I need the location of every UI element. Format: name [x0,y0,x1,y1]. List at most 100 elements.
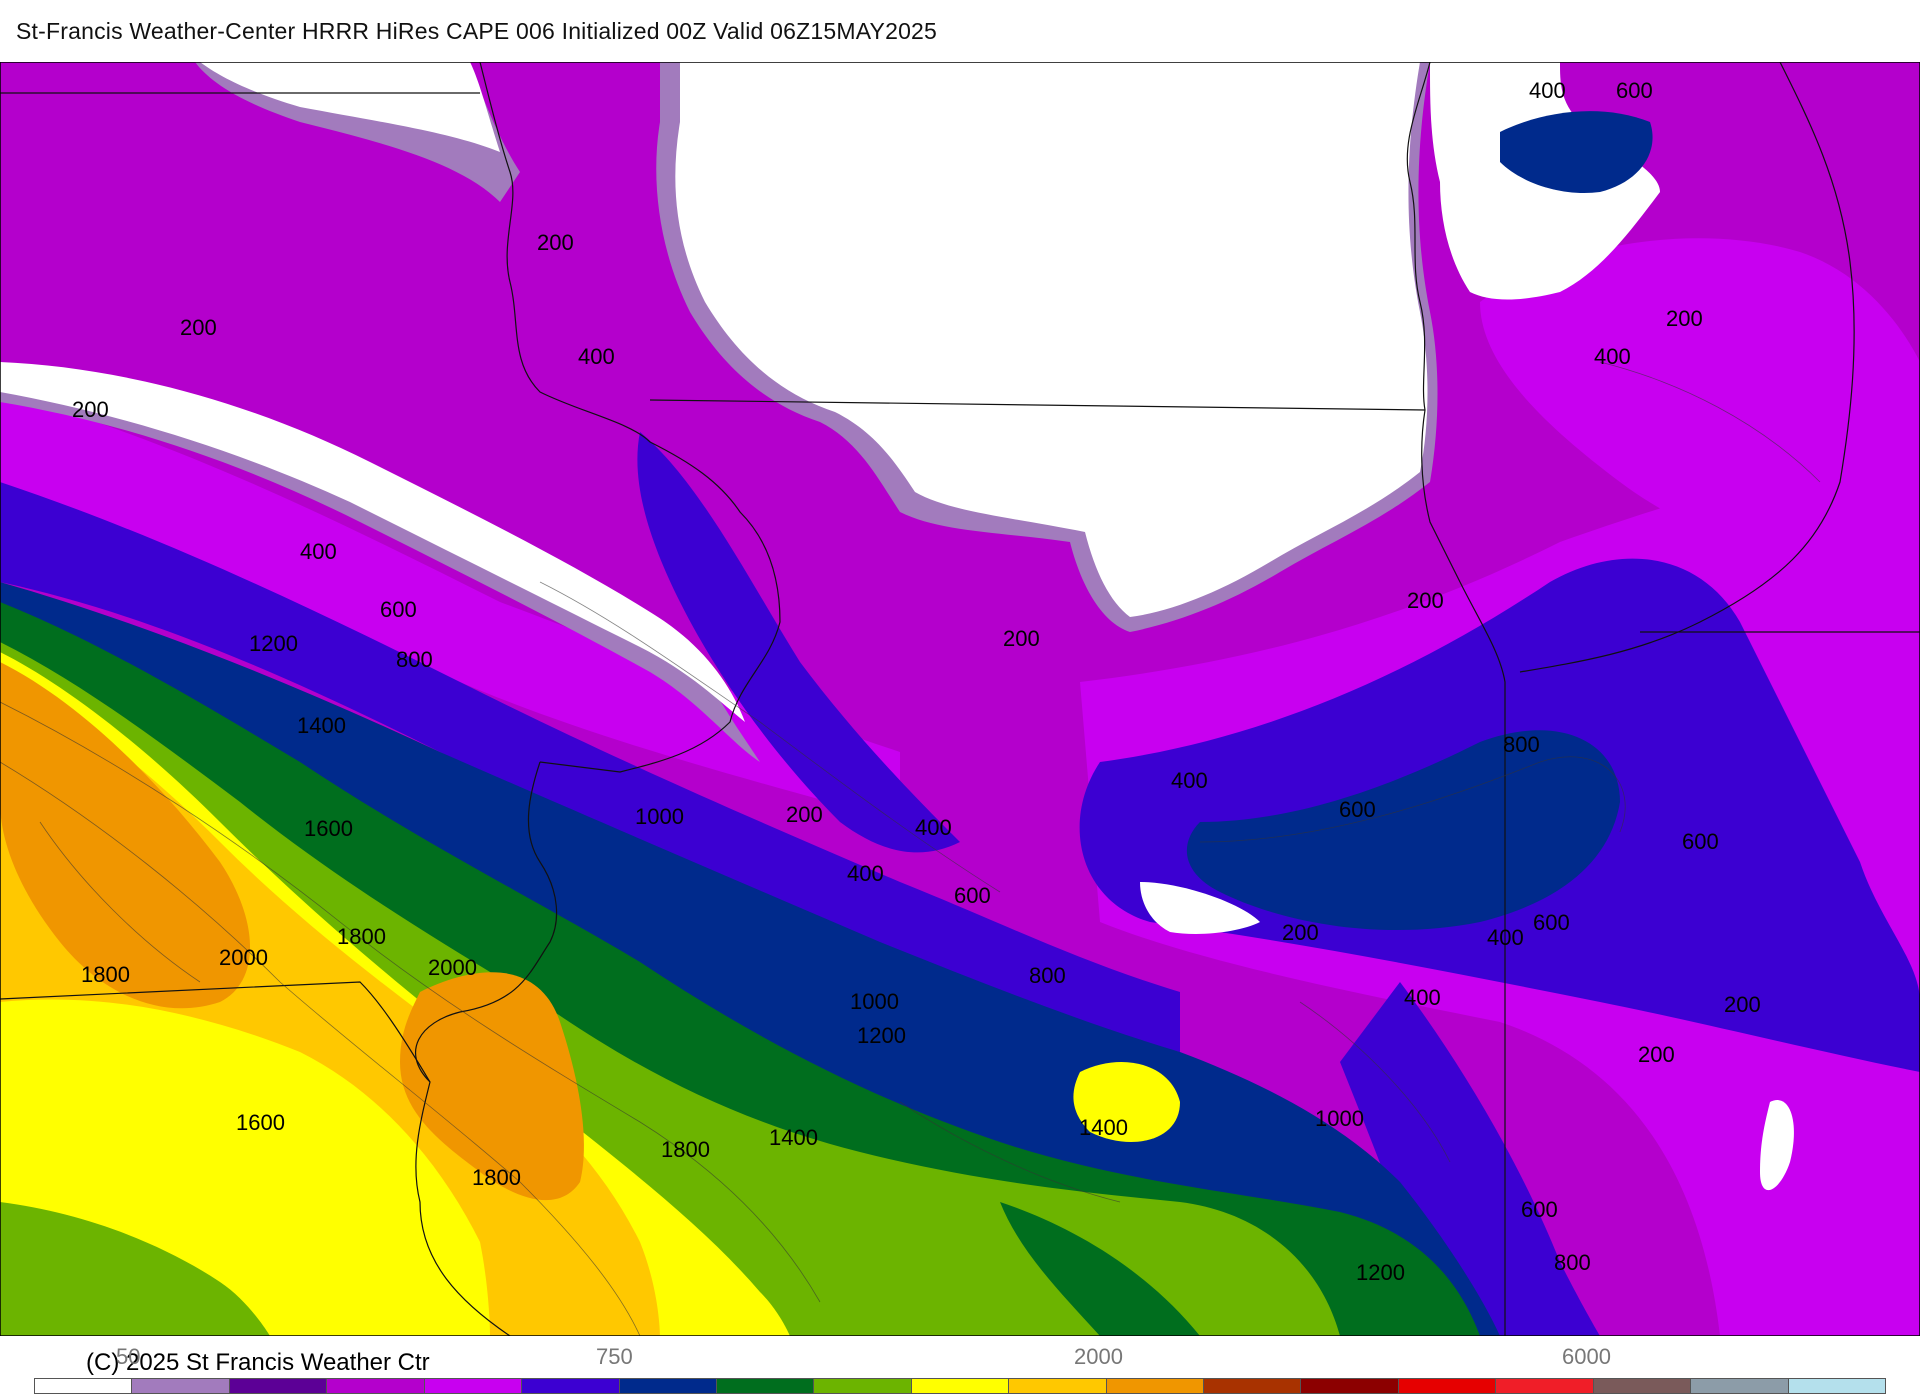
cape-band-400-west [0,392,900,822]
contour-label: 1600 [304,816,353,841]
colorbar-swatch [814,1379,912,1393]
contour-label: 600 [1521,1197,1558,1222]
contour-label: 2000 [428,955,477,980]
isoline-5 [1199,756,1626,843]
cape-map: 200 200 200 200 200 200 200 200 200 200 … [0,62,1920,1336]
colorbar-swatch [716,1379,815,1393]
contour-label: 1200 [857,1023,906,1048]
contour-label: 1000 [635,804,684,829]
isoline-1 [0,701,821,1303]
contour-label: 600 [380,597,417,622]
colorbar-swatch [1788,1379,1886,1393]
boundary-far-east [1519,62,1855,673]
cape-band-2000-west [0,662,250,1009]
cape-band-600 [0,582,1500,1336]
boundary-river-northeast [1406,62,1461,583]
cape-spot-600-northeast [1500,111,1653,193]
contour-label: 800 [396,647,433,672]
contour-label: 400 [1171,768,1208,793]
isoline-8 [1599,361,1821,483]
cape-band-500-tongue [637,432,960,853]
colorbar-swatch [1691,1379,1789,1393]
colorbar-swatch [619,1379,717,1393]
colorbar-tick-label: 750 [596,1344,633,1369]
isoline-4 [539,581,1001,893]
state-boundaries [0,62,1920,1336]
colorbar [34,1378,1886,1394]
contour-label: 1600 [236,1110,285,1135]
contour-label: 1800 [81,962,130,987]
contour-label: 600 [954,883,991,908]
cape-band-800-south [1000,1202,1200,1336]
contour-label: 200 [1282,920,1319,945]
colorbar-tick-label: 6000 [1562,1344,1611,1369]
colorbar-swatch [132,1379,230,1393]
colorbar-swatch [1106,1379,1205,1393]
contour-label: 2000 [219,945,268,970]
contour-label: 200 [1666,306,1703,331]
cape-band-2000-central [400,972,584,1201]
cape-isolines [0,361,1821,1336]
isoline-6 [1299,1001,1451,1163]
colorbar-swatch [1496,1379,1594,1393]
cape-none-north [200,62,500,152]
cape-band-500-diagonal [0,482,1180,1052]
contour-labels: 200 200 200 200 200 200 200 200 200 200 … [72,78,1761,1285]
contour-label: 200 [786,802,823,827]
copyright-text: (C) 2025 St Francis Weather Ctr [86,1349,430,1376]
colorbar-tick-label: 2000 [1074,1344,1123,1369]
contour-label: 1200 [1356,1260,1405,1285]
contour-label: 600 [1533,910,1570,935]
contour-label: 400 [1487,925,1524,950]
colorbar-swatch [327,1379,425,1393]
cape-none-small-lake [1140,882,1260,934]
cape-band-500-southeast [1340,982,1600,1336]
boundary-east-vertical [1459,581,1506,1336]
contour-label: 200 [1638,1042,1675,1067]
boundary-central-west [479,62,781,773]
contour-label: 400 [1529,78,1566,103]
contour-label: 1400 [297,713,346,738]
contour-label: 400 [300,539,337,564]
colorbar-swatch [1204,1379,1302,1393]
contour-label: 200 [537,230,574,255]
cape-band-400-northeast [1480,238,1920,582]
contour-label: 600 [1616,78,1653,103]
colorbar-swatch [229,1379,328,1393]
boundary-southwest-river [415,761,558,1336]
contour-label: 600 [1339,797,1376,822]
contour-label: 1800 [337,924,386,949]
isoline-2 [0,761,641,1336]
contour-label: 800 [1029,963,1066,988]
contour-label: 1400 [1079,1115,1128,1140]
isoline-7 [899,1101,1121,1203]
contour-label: 400 [915,815,952,840]
cape-none-lake [675,62,1428,617]
contour-label: 400 [847,861,884,886]
cape-band-1000-southwest [0,1202,270,1336]
contour-label: 400 [1404,985,1441,1010]
contour-label: 400 [1594,344,1631,369]
contour-label: 1800 [472,1165,521,1190]
contour-label: 800 [1554,1250,1591,1275]
cape-band-600-east [1186,730,1620,931]
contour-label: 1000 [850,989,899,1014]
contour-label: 1200 [249,631,298,656]
contour-label: 200 [72,397,109,422]
colorbar-swatch [522,1379,620,1393]
cape-band-1000 [0,642,1340,1336]
colorbar-swatch [1009,1379,1107,1393]
contour-label: 200 [180,315,217,340]
contour-label: 200 [1724,992,1761,1017]
colorbar-swatch [1398,1379,1497,1393]
contour-label: 400 [578,344,615,369]
colorbar-swatch [35,1379,133,1393]
cape-none-southeast [1760,1100,1794,1191]
contour-label: 1800 [661,1137,710,1162]
colorbar-swatch [1301,1379,1399,1393]
contour-label: 800 [1503,732,1540,757]
contour-label: 600 [1682,829,1719,854]
colorbar-swatch [1593,1379,1692,1393]
isoline-3 [39,821,201,983]
